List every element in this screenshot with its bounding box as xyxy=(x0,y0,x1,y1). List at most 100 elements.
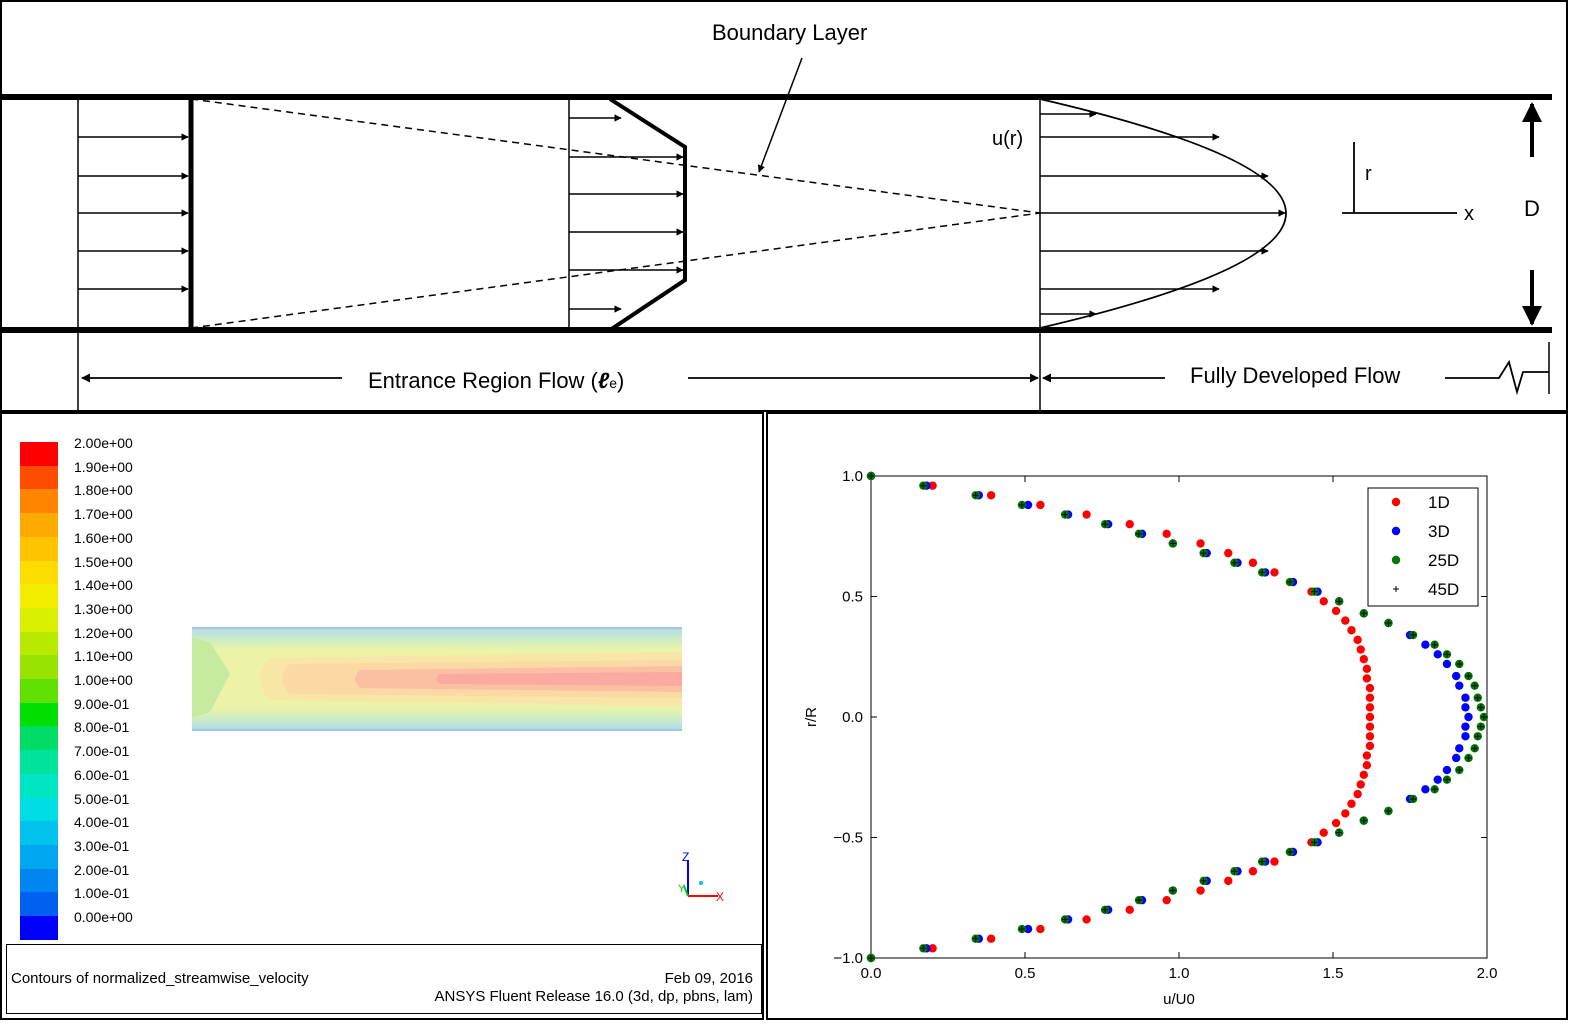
data-point-45D xyxy=(1018,926,1025,933)
x-tick-label: 2.0 xyxy=(1477,965,1498,982)
break-symbol xyxy=(1445,359,1549,396)
axis-y-label: Y xyxy=(678,883,686,895)
axis-triad: Z Y X xyxy=(678,850,724,904)
data-point-45D xyxy=(1169,540,1176,547)
coordinate-axes xyxy=(1342,142,1457,214)
y-tick-label: 0.5 xyxy=(842,589,863,606)
x-tick-label: 0.0 xyxy=(861,965,882,982)
diameter-label: D xyxy=(1524,196,1540,221)
data-point-1D xyxy=(1196,539,1205,548)
data-point-1D xyxy=(1353,635,1362,645)
x-axis-label: x xyxy=(1464,203,1474,225)
legend-swatch xyxy=(20,797,58,822)
velocity-contour-field xyxy=(192,627,682,731)
data-point-45D xyxy=(1474,694,1481,701)
data-point-45D xyxy=(1062,511,1069,518)
pipe-flow-schematic: Boundary Layer u(r) r x D Ent xyxy=(0,0,1568,412)
data-point-1D xyxy=(1270,568,1279,577)
data-point-45D xyxy=(1135,897,1142,904)
legend-value-label: 1.00e+00 xyxy=(74,672,133,688)
data-point-1D xyxy=(1162,895,1171,905)
data-point-45D xyxy=(1259,569,1266,576)
data-point-1D xyxy=(928,481,937,490)
legend-value-label: 1.30e+00 xyxy=(74,600,133,617)
legend-swatch xyxy=(20,631,58,656)
legend-value-label: 9.00e-01 xyxy=(74,695,130,712)
data-point-45D xyxy=(1102,906,1109,913)
legend-marker xyxy=(1391,526,1401,536)
x-tick-label: 1.0 xyxy=(1169,965,1190,982)
data-point-45D xyxy=(1311,839,1318,846)
data-point-1D xyxy=(1365,693,1375,702)
data-point-3D xyxy=(1433,650,1442,659)
legend-swatch xyxy=(20,536,58,561)
data-point-45D xyxy=(1286,579,1293,586)
legend-marker xyxy=(1391,555,1401,565)
legend-value-label: 1.60e+00 xyxy=(74,529,133,546)
data-point-45D xyxy=(1135,530,1142,537)
legend-swatch xyxy=(20,916,58,941)
data-point-45D xyxy=(1169,887,1176,894)
data-point-1D xyxy=(1365,703,1375,712)
legend-swatch xyxy=(20,844,58,870)
data-point-3D xyxy=(1461,722,1470,731)
caption-date: Feb 09, 2016 xyxy=(664,970,753,987)
data-point-45D xyxy=(1477,704,1484,711)
axis-z-label: Z xyxy=(682,850,689,864)
data-point-3D xyxy=(1461,732,1470,741)
schematic-drawing: Boundary Layer u(r) r x D Ent xyxy=(2,20,1552,412)
velocity-profile-chart-panel: 0.0 0.5 1.0 1.5 2.0 1.0 0.5 0.0 −0.5 −1.0 u/U0 r/… xyxy=(766,412,1568,1020)
legend-swatch xyxy=(20,750,58,775)
data-point-1D xyxy=(1331,818,1341,828)
legend-value-label: 6.00e-01 xyxy=(74,766,130,783)
legend-swatch xyxy=(20,655,58,680)
boundary-layer-lower xyxy=(190,212,1041,329)
legend-value-label: 1.90e+00 xyxy=(74,458,133,475)
data-point-45D xyxy=(920,482,927,489)
chart-legend: 1D 3D 25D 45D xyxy=(1367,487,1479,607)
data-point-45D xyxy=(1431,786,1438,793)
y-tick-label: 0.0 xyxy=(842,709,863,726)
data-point-1D xyxy=(1125,520,1134,529)
legend-swatch xyxy=(20,821,58,846)
data-point-1D xyxy=(1353,789,1362,799)
data-point-45D xyxy=(1410,632,1417,639)
data-point-3D xyxy=(1452,753,1461,763)
data-point-45D xyxy=(868,473,874,479)
data-point-45D xyxy=(1443,776,1450,783)
data-point-45D xyxy=(1385,807,1392,814)
data-point-1D xyxy=(1082,510,1091,519)
data-point-45D xyxy=(1311,588,1318,595)
data-point-1D xyxy=(1359,654,1368,664)
legend-value-label: 0.00e+00 xyxy=(74,909,133,925)
data-point-45D xyxy=(1200,877,1207,884)
data-point-1D xyxy=(1365,683,1375,693)
data-point-3D xyxy=(1461,693,1470,702)
y-tick-label: −1.0 xyxy=(833,950,863,967)
legend-swatch xyxy=(20,892,58,917)
data-point-45D xyxy=(1360,817,1367,824)
data-point-1D xyxy=(1356,645,1365,654)
data-point-3D xyxy=(1455,744,1464,753)
data-point-1D xyxy=(1224,876,1233,886)
data-point-3D xyxy=(1442,659,1452,669)
data-point-45D xyxy=(1360,610,1367,617)
data-point-45D xyxy=(1471,682,1478,689)
data-point-1D xyxy=(1036,924,1045,934)
legend-swatch xyxy=(20,607,58,633)
data-point-45D xyxy=(1200,550,1207,557)
data-point-1D xyxy=(1362,761,1372,770)
velocity-profile-chart: 0.0 0.5 1.0 1.5 2.0 1.0 0.5 0.0 −0.5 −1.0 u/U0 r/… xyxy=(803,468,1498,1008)
legend-value-label: 3.00e-01 xyxy=(74,837,130,854)
legend-swatch xyxy=(20,584,58,609)
data-point-1D xyxy=(1248,867,1258,876)
legend-swatch xyxy=(20,726,58,751)
boundary-layer-label: Boundary Layer xyxy=(712,20,867,45)
legend-marker xyxy=(1391,497,1401,507)
legend-value-label: 1.70e+00 xyxy=(74,506,133,523)
legend-value-label: 7.00e-01 xyxy=(74,743,130,760)
data-point-45D xyxy=(1231,559,1238,566)
legend-value-label: 2.00e+00 xyxy=(74,435,133,451)
data-point-3D xyxy=(1455,681,1464,690)
data-point-3D xyxy=(1421,640,1430,649)
